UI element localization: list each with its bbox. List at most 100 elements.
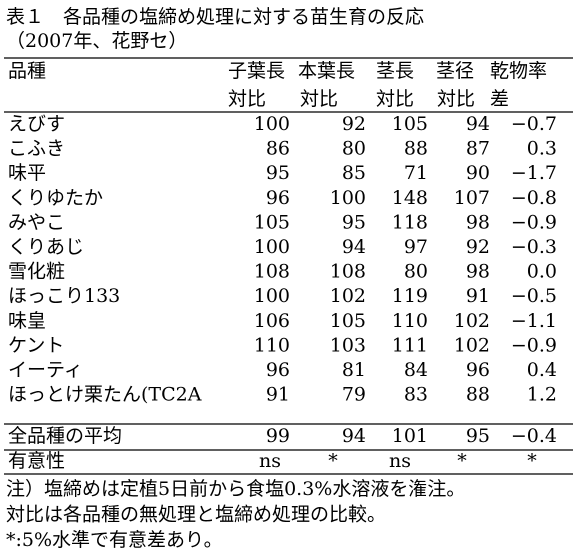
row-cell: 0.4	[527, 359, 557, 381]
header-cell: 対比	[300, 88, 338, 110]
significance-cell: *	[457, 450, 467, 472]
significance-cell: ns	[259, 450, 281, 472]
row-cell: 148	[392, 187, 428, 209]
row-label: ケント	[8, 334, 64, 356]
header-cell: 品種	[8, 60, 46, 82]
row-cell: 0.3	[527, 138, 557, 160]
row-cell: −0.8	[511, 187, 557, 209]
significance-cell: ns	[389, 450, 411, 472]
row-cell: 71	[404, 162, 428, 184]
average-label: 全品種の平均	[8, 425, 122, 447]
subtitle: （2007年、花野セ）	[6, 30, 187, 52]
row-label: 味平	[8, 162, 46, 184]
average-cell: 101	[392, 425, 428, 447]
row-cell: 92	[342, 113, 366, 135]
row-cell: −1.1	[511, 310, 557, 332]
row-cell: 111	[392, 334, 428, 356]
row-cell: 110	[392, 310, 428, 332]
row-label: こふき	[8, 138, 65, 160]
row-cell: 95	[266, 162, 290, 184]
header-cell: 子葉長	[228, 60, 285, 82]
row-cell: 108	[254, 261, 290, 283]
title: 表１ 各品種の塩締め処理に対する苗生育の反応	[6, 6, 424, 28]
row-cell: 108	[330, 261, 366, 283]
row-cell: 105	[254, 211, 290, 233]
header-cell: 茎長	[376, 60, 414, 82]
row-label: くりあじ	[8, 236, 84, 258]
row-cell: 95	[342, 211, 366, 233]
row-cell: −0.7	[511, 113, 557, 135]
row-cell: −0.5	[511, 285, 557, 307]
row-label: ほっこり133	[8, 285, 120, 307]
row-cell: 86	[266, 138, 290, 160]
row-cell: 100	[254, 285, 290, 307]
row-cell: 105	[330, 310, 366, 332]
significance-cell: *	[527, 450, 537, 472]
row-cell: 91	[266, 384, 290, 406]
row-cell: 100	[254, 113, 290, 135]
header-cell: 茎径	[436, 60, 474, 82]
row-cell: 110	[254, 334, 290, 356]
row-cell: 90	[466, 162, 490, 184]
row-label: 雪化粧	[8, 261, 65, 283]
row-cell: 94	[342, 236, 366, 258]
row-cell: 96	[266, 187, 290, 209]
row-cell: 84	[404, 359, 428, 381]
note: 注）塩締めは定植5日前から食塩0.3%水溶液を潅注。	[6, 478, 465, 500]
row-cell: 80	[342, 138, 366, 160]
average-cell: 94	[342, 425, 366, 447]
average-cell: −0.4	[511, 425, 557, 447]
row-cell: 107	[454, 187, 490, 209]
average-cell: 99	[266, 425, 290, 447]
average-cell: 95	[466, 425, 490, 447]
row-cell: 92	[466, 236, 490, 258]
row-cell: 80	[404, 261, 428, 283]
row-label: えびす	[8, 113, 65, 135]
significance-cell: *	[328, 450, 338, 472]
header-cell: 対比	[437, 88, 475, 110]
row-cell: 100	[330, 187, 366, 209]
row-cell: 1.2	[527, 384, 557, 406]
header-cell: 対比	[228, 88, 266, 110]
row-cell: 91	[466, 285, 490, 307]
row-label: みやこ	[8, 211, 65, 233]
row-cell: 0.0	[527, 261, 557, 283]
row-cell: 94	[466, 113, 490, 135]
row-cell: −0.9	[511, 211, 557, 233]
row-cell: 102	[454, 310, 490, 332]
row-cell: 88	[466, 384, 490, 406]
note: *:5%水準で有意差あり。	[6, 529, 223, 551]
note: 対比は各品種の無処理と塩締め処理の比較。	[6, 504, 386, 526]
row-cell: 79	[342, 384, 366, 406]
row-cell: 96	[266, 359, 290, 381]
significance-label: 有意性	[8, 450, 65, 472]
row-cell: 81	[342, 359, 366, 381]
row-cell: 87	[466, 138, 490, 160]
header-cell: 乾物率	[490, 60, 547, 82]
row-cell: −0.9	[511, 334, 557, 356]
row-cell: 119	[392, 285, 428, 307]
header-cell: 差	[490, 88, 509, 110]
header-cell: 対比	[376, 88, 414, 110]
row-cell: 106	[254, 310, 290, 332]
row-cell: 100	[254, 236, 290, 258]
row-cell: −1.7	[511, 162, 557, 184]
row-cell: 96	[466, 359, 490, 381]
row-cell: 103	[330, 334, 366, 356]
row-label: 味皇	[8, 310, 46, 332]
row-cell: 102	[330, 285, 366, 307]
row-cell: 98	[466, 261, 490, 283]
row-cell: 102	[454, 334, 490, 356]
row-cell: −0.3	[511, 236, 557, 258]
row-cell: 118	[392, 211, 428, 233]
row-cell: 105	[392, 113, 428, 135]
row-cell: 98	[466, 211, 490, 233]
row-cell: 88	[404, 138, 428, 160]
row-cell: 83	[404, 384, 428, 406]
row-label: イーティ	[8, 359, 83, 381]
header-cell: 本葉長	[298, 60, 355, 82]
row-label: くりゆたか	[8, 187, 103, 209]
row-cell: 85	[342, 162, 366, 184]
row-cell: 97	[404, 236, 428, 258]
